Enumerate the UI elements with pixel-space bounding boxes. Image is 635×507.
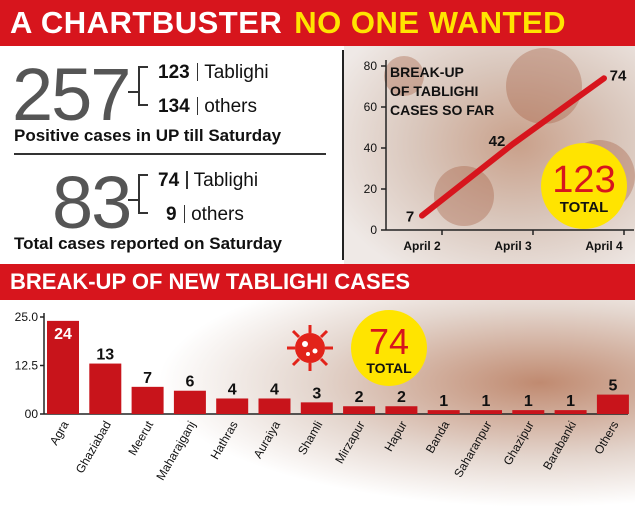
line-xtick-label: April 4 — [585, 239, 623, 253]
line-title-2: OF TABLIGHI — [390, 83, 478, 99]
bar-others — [596, 394, 629, 414]
bar-value-label: 5 — [608, 378, 617, 395]
bar-auraiya — [258, 398, 291, 414]
bar-value-label: 3 — [312, 385, 321, 402]
line-ytick-label: 40 — [364, 141, 378, 155]
caption-up: Positive cases in UP till Saturday — [14, 126, 282, 145]
bar-value-label: 2 — [355, 389, 364, 406]
line-ytick-label: 20 — [364, 182, 378, 196]
bar-meerut — [131, 386, 164, 414]
bar-chart-title: BREAK-UP OF NEW TABLIGHI CASES — [10, 269, 411, 294]
virus-icon — [287, 325, 333, 371]
others-sat-label: others — [191, 204, 244, 225]
bar-ytick-label: 25.0 — [15, 310, 39, 324]
bar-value-label: 13 — [96, 347, 114, 364]
bar-banda — [427, 410, 460, 414]
tablighi-up-label: Tablighi — [204, 62, 269, 83]
line-xtick-label: April 3 — [494, 239, 532, 253]
bar-value-label: 7 — [143, 370, 152, 387]
brace-up-tick — [128, 91, 138, 93]
line-total-value: 123 — [552, 159, 615, 201]
summary-divider — [14, 153, 326, 155]
bar-value-label: 1 — [482, 393, 491, 410]
district-bar-chart: 25.012.500 24Agra13Ghaziabad7Meerut6Maha… — [0, 300, 635, 507]
bar-value-label: 6 — [185, 374, 194, 391]
total-sat-number: 83 — [52, 161, 132, 244]
others-sat-row: 9 others — [166, 204, 244, 226]
bar-total-label: TOTAL — [366, 360, 412, 376]
others-up-label: others — [204, 96, 258, 117]
line-chart-title: BREAK-UP OF TABLIGHI CASES SO FAR — [390, 64, 494, 118]
bar-value-label: 2 — [397, 389, 406, 406]
bar-total-value: 74 — [369, 321, 409, 362]
bar-barabanki — [554, 410, 587, 414]
brace-sat — [138, 174, 148, 214]
bar-value-label: 24 — [54, 326, 72, 343]
line-title-1: BREAK-UP — [390, 64, 464, 80]
bar-ytick-label: 12.5 — [15, 359, 39, 373]
bar-hathras — [216, 398, 249, 414]
tablighi-sat-value: 74 — [158, 170, 180, 191]
bar-ghazipur — [512, 410, 545, 414]
headline-part1: A CHARTBUSTER — [10, 5, 283, 40]
bar-value-label: 4 — [228, 381, 237, 398]
caption-sat: Total cases reported on Saturday — [14, 234, 282, 253]
brace-up-top — [138, 66, 148, 106]
bar-ghaziabad — [89, 363, 122, 414]
headline-banner: A CHARTBUSTER NO ONE WANTED — [0, 0, 635, 46]
others-up-row: 134 others — [158, 96, 257, 118]
tablighi-sat-row: 74 Tablighi — [158, 170, 258, 192]
line-ytick-label: 80 — [364, 59, 378, 73]
line-xtick-label: April 2 — [403, 239, 441, 253]
bar-value-label: 1 — [439, 393, 448, 410]
bar-value-label: 1 — [524, 393, 533, 410]
line-ytick-label: 60 — [364, 100, 378, 114]
bar-mirzapur — [343, 406, 376, 414]
line-title-3: CASES SO FAR — [390, 102, 494, 118]
brace-sat-tick — [128, 199, 138, 201]
bar-ytick-label: 00 — [25, 407, 39, 421]
bar-agra — [47, 320, 79, 414]
bar-value-label: 1 — [566, 393, 575, 410]
tablighi-sat-label: Tablighi — [193, 170, 259, 191]
others-up-value: 134 — [158, 96, 190, 117]
bar-total-badge: 74 TOTAL — [351, 310, 427, 386]
line-point-label: 74 — [610, 67, 627, 84]
bar-saharanpur — [470, 410, 502, 414]
others-sat-value: 9 — [166, 204, 177, 225]
bar-shamli — [300, 402, 333, 414]
bar-hapur — [385, 406, 418, 414]
line-ytick-label: 0 — [370, 223, 377, 237]
line-total-label: TOTAL — [560, 199, 609, 216]
panel-divider — [342, 50, 344, 260]
line-point-label: 42 — [489, 133, 506, 150]
line-series — [419, 75, 607, 219]
tablighi-line-chart: 0 20 40 60 80 April 2 April 3 April 4 7 42 74 BRE… — [344, 46, 635, 264]
tablighi-up-row: 123 Tablighi — [158, 62, 269, 84]
line-total-badge: 123 TOTAL — [541, 143, 627, 229]
line-point-label: 7 — [406, 209, 414, 226]
total-up-number: 257 — [12, 53, 131, 136]
bar-value-label: 4 — [270, 381, 279, 398]
tablighi-up-value: 123 — [158, 62, 190, 83]
section-header: BREAK-UP OF NEW TABLIGHI CASES — [0, 264, 635, 300]
headline-part2: NO ONE WANTED — [294, 5, 567, 40]
bar-maharajganj — [173, 390, 206, 414]
